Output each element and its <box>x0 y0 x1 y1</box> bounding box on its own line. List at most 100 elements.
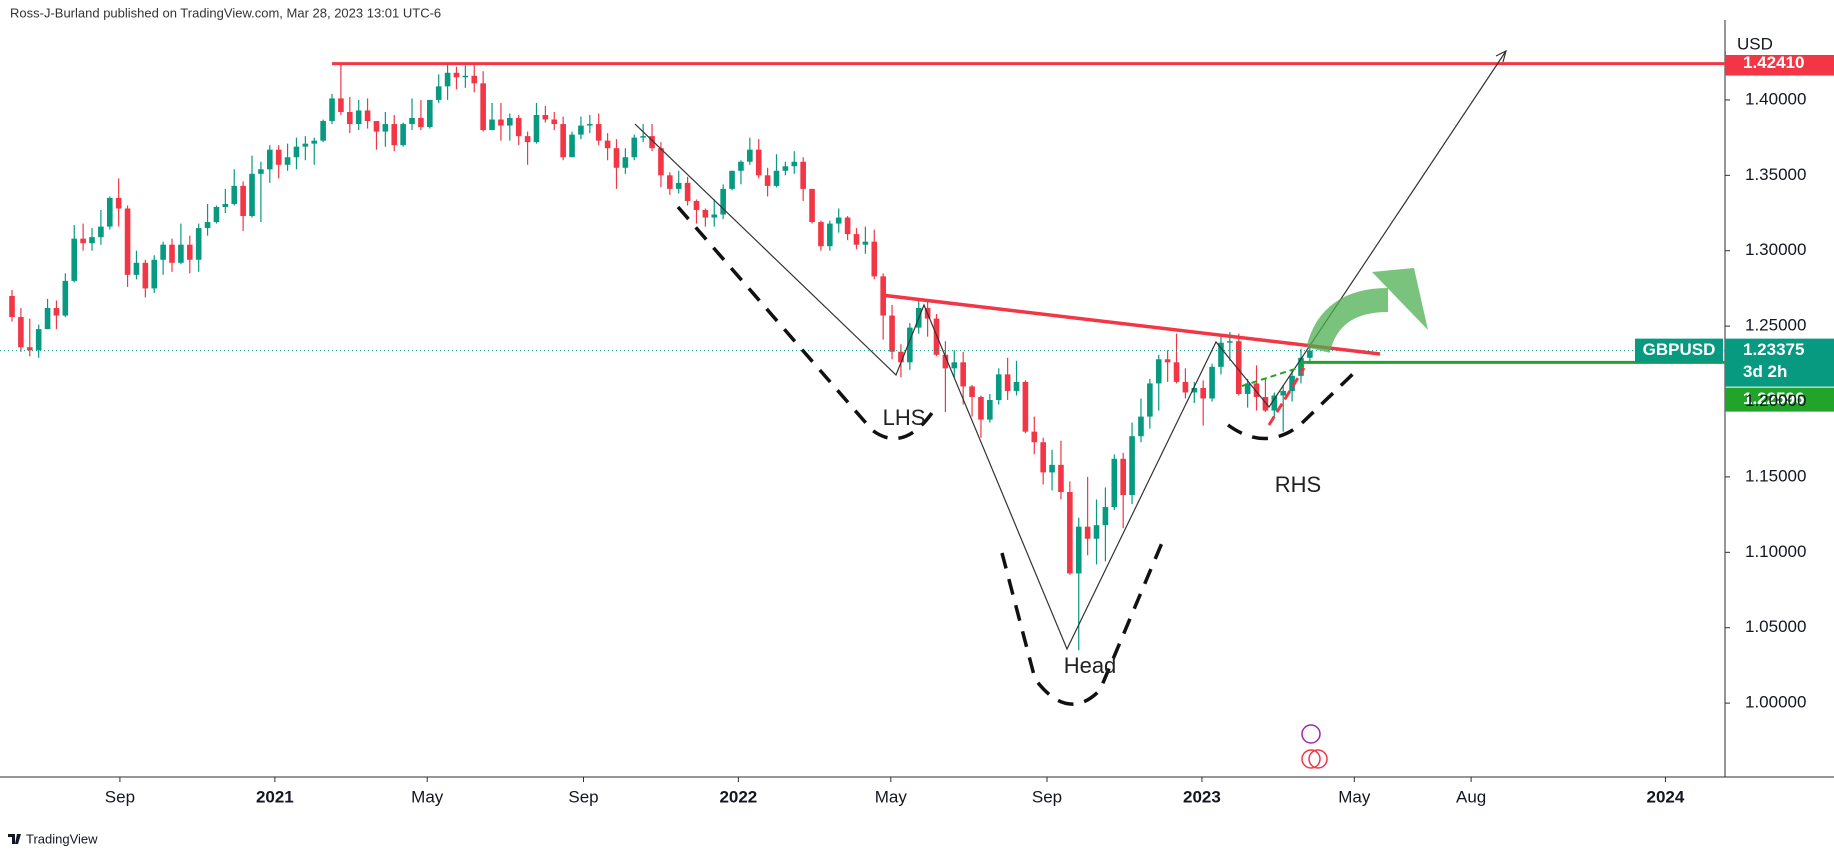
level-label: 1.22596 <box>1743 389 1804 408</box>
candle-body <box>978 396 984 420</box>
candle-body <box>160 244 166 260</box>
x-tick-label: 2022 <box>719 787 757 806</box>
candle-body <box>1084 526 1091 539</box>
candle-body <box>240 185 246 217</box>
candle-body <box>89 237 95 244</box>
neckline <box>880 293 1381 356</box>
y-tick-label: 1.25000 <box>1745 316 1806 335</box>
symbol-name: GBPUSD <box>1643 340 1716 359</box>
candle-body <box>551 119 558 125</box>
y-tick-label: 1.40000 <box>1745 89 1806 108</box>
y-tick-label: 1.35000 <box>1745 165 1806 184</box>
candle-body <box>1022 381 1029 432</box>
candle-body <box>1111 458 1118 508</box>
y-tick-label: 1.30000 <box>1745 240 1806 259</box>
candle-body <box>631 137 638 158</box>
candle-body <box>391 124 398 146</box>
candle-body <box>124 208 131 275</box>
candle-body <box>1155 359 1162 384</box>
event-icon <box>1308 749 1328 769</box>
candle-body <box>587 124 593 126</box>
arrow-head <box>1495 49 1507 63</box>
candle-body <box>364 110 371 122</box>
candle-body <box>515 118 522 137</box>
candle-body <box>755 149 762 176</box>
candle-body <box>1173 362 1180 382</box>
rhs-curve <box>1226 368 1359 441</box>
candle-body <box>498 119 504 126</box>
candle-body <box>1191 387 1198 393</box>
candle-body <box>747 149 753 162</box>
trend-lines <box>634 50 1507 651</box>
candle-body <box>186 244 193 260</box>
candle-body <box>675 182 682 189</box>
candle-body <box>1075 526 1082 574</box>
candle-body <box>178 244 184 263</box>
candle-body <box>302 143 309 147</box>
candle-body <box>835 217 842 224</box>
y-tick-label: 1.05000 <box>1745 617 1806 636</box>
event-icon <box>1301 724 1321 744</box>
candle-body <box>204 222 211 229</box>
candle-body <box>871 241 878 277</box>
candle-body <box>1200 387 1206 399</box>
candle-body <box>1040 442 1046 473</box>
candle-body <box>151 259 158 289</box>
logo-mark <box>8 834 21 844</box>
candle-body <box>1147 383 1153 417</box>
y-tick-label: 1.00000 <box>1745 693 1806 712</box>
candle-body <box>604 140 611 149</box>
drawings <box>634 49 1507 769</box>
y-tick-label: 1.10000 <box>1745 542 1806 561</box>
candle-body <box>995 374 1002 401</box>
candle-body <box>258 169 264 174</box>
candle-body <box>62 280 69 316</box>
candle-body <box>569 134 575 158</box>
candle-body <box>649 136 655 149</box>
candle-body <box>622 157 629 168</box>
candle-body <box>791 161 798 167</box>
candle-body <box>711 214 718 218</box>
candle-body <box>1227 341 1233 343</box>
price-tags: GBPUSD 1.23375 3d 2h 1.42410 1.22596 <box>1635 51 1834 412</box>
candle-body <box>1138 416 1144 437</box>
candle-body <box>427 99 433 128</box>
candle-body <box>933 318 940 355</box>
candle-body <box>275 149 282 165</box>
candle-body <box>853 234 860 245</box>
candle-body <box>1289 375 1295 391</box>
candle-body <box>702 210 709 218</box>
candle-body <box>355 110 362 125</box>
candle-body <box>764 175 771 186</box>
candle-body <box>1280 390 1286 396</box>
plot <box>0 62 1730 782</box>
candle-body <box>71 238 78 281</box>
candle-body <box>658 148 664 176</box>
candle-body <box>1049 464 1055 473</box>
level-tag <box>1725 51 1834 76</box>
candle-body <box>1164 359 1171 363</box>
breakout-arrow <box>1306 288 1389 354</box>
header: Ross-J-Burland published on TradingView.… <box>10 5 441 20</box>
candle-body <box>800 161 806 189</box>
candle-body <box>222 203 229 207</box>
candle-body <box>213 206 220 223</box>
candle-body <box>249 173 255 217</box>
candle-body <box>889 315 895 352</box>
symbol-tag <box>1635 338 1723 363</box>
level-tag <box>1725 387 1834 412</box>
candle-body <box>684 182 691 201</box>
candle-body <box>53 308 60 316</box>
x-tick-label: Sep <box>1032 787 1062 806</box>
green-dash <box>1241 365 1305 387</box>
candle-body <box>1244 383 1251 394</box>
candle-body <box>80 238 86 244</box>
candle-body <box>133 262 140 275</box>
x-tick-label: 2024 <box>1647 787 1685 806</box>
candle-body <box>720 188 726 215</box>
candle-body <box>1129 436 1135 496</box>
axis-label-bg <box>1726 33 1834 55</box>
candle-body <box>231 185 238 204</box>
candle-body <box>471 75 478 84</box>
